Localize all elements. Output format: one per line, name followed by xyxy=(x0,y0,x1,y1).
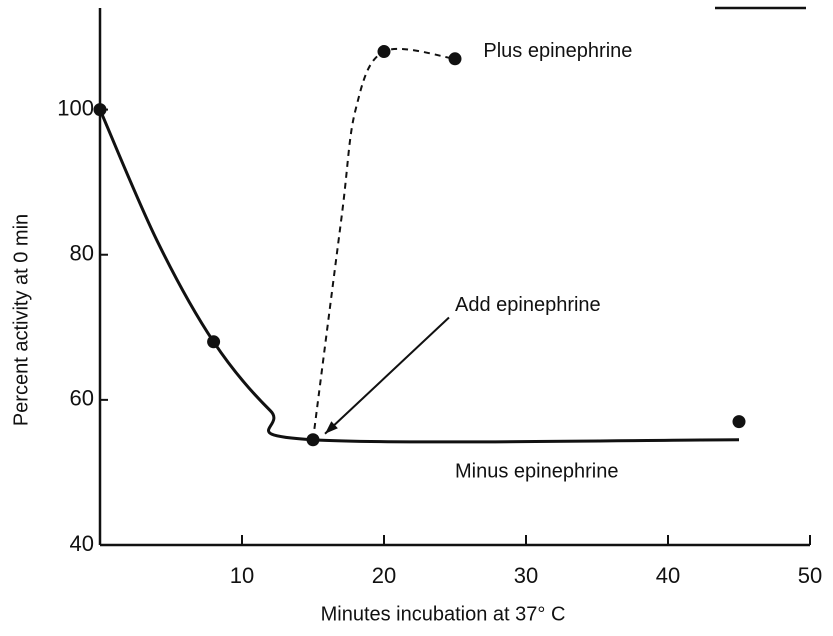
data-point xyxy=(732,415,746,429)
data-point xyxy=(448,52,462,66)
annotation: Add epinephrine xyxy=(455,294,601,316)
data-point xyxy=(306,433,320,447)
arrow-head xyxy=(325,421,338,434)
y-tick-label: 100 xyxy=(57,95,94,120)
y-tick-label: 80 xyxy=(70,241,94,266)
y-tick-label: 60 xyxy=(70,386,94,411)
y-tick-label: 40 xyxy=(70,531,94,556)
line-series xyxy=(98,108,740,444)
data-point xyxy=(377,45,391,59)
annotation: Minus epinephrine xyxy=(455,461,618,483)
line-series xyxy=(312,47,456,440)
x-tick-label: 20 xyxy=(372,563,396,588)
x-tick-label: 40 xyxy=(656,563,680,588)
x-tick-label: 30 xyxy=(514,563,538,588)
arrow-shaft xyxy=(324,316,450,435)
data-point xyxy=(93,103,107,117)
x-tick-label: 50 xyxy=(798,563,822,588)
x-axis-title: Minutes incubation at 37° C xyxy=(321,603,566,625)
y-axis-title: Percent activity at 0 min xyxy=(10,214,32,426)
annotation: Plus epinephrine xyxy=(483,40,632,62)
data-point xyxy=(207,335,221,349)
x-tick-label: 10 xyxy=(230,563,254,588)
